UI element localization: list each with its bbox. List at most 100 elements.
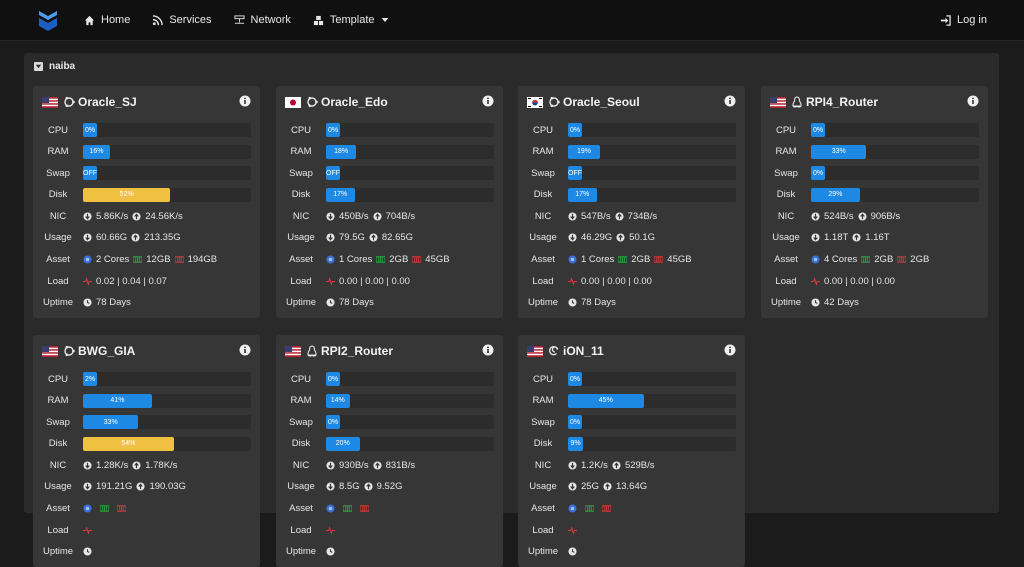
- clock-icon: [83, 298, 92, 307]
- cores-text: 4 Cores: [824, 253, 858, 265]
- uptime-text: 42 Days: [824, 297, 859, 309]
- nic-row: NIC 450B/s 704B/s: [276, 207, 503, 225]
- disk-progress-bar: 17%: [568, 187, 597, 202]
- info-icon[interactable]: [239, 344, 251, 356]
- nic-up-text: 704B/s: [385, 210, 416, 222]
- clock-icon: [811, 298, 820, 307]
- usage-row: Usage 60.66G 213.35G: [33, 229, 260, 247]
- collapse-toggle[interactable]: [34, 62, 43, 71]
- asset-label: Asset: [289, 253, 313, 265]
- flag-us-icon: [770, 96, 786, 108]
- swap-progress-track: OFF: [83, 166, 251, 180]
- uptime-value: 42 Days: [811, 297, 859, 308]
- nav-services[interactable]: Services: [152, 14, 212, 26]
- nic-value: 450B/s 704B/s: [326, 211, 415, 222]
- load-text: 0.00 | 0.00 | 0.00: [339, 275, 410, 287]
- nav-template-label: Template: [329, 14, 375, 26]
- disk-row: Disk 54%: [33, 435, 260, 453]
- ram-progress-bar: 33%: [811, 144, 867, 159]
- nic-up-text: 529B/s: [624, 459, 655, 471]
- login-link[interactable]: Log in: [940, 0, 987, 40]
- nic-label: NIC: [777, 210, 795, 222]
- cpu-progress-bar: 0%: [326, 123, 340, 137]
- group-name: naiba: [49, 61, 76, 72]
- server-card[interactable]: Oracle_Edo CPU 0% RAM 18% Swap OFF Disk 17% NIC 45…: [276, 86, 503, 318]
- info-icon[interactable]: [482, 344, 494, 356]
- usage-down-text: 60.66G: [96, 232, 128, 244]
- cpu-label: CPU: [290, 124, 312, 136]
- info-icon[interactable]: [239, 95, 251, 107]
- ram-percent-text: 41%: [110, 397, 125, 404]
- server-name: Oracle_Edo: [321, 95, 388, 109]
- asset-label: Asset: [774, 253, 798, 265]
- disk-icon: [602, 505, 611, 512]
- info-icon[interactable]: [724, 95, 736, 107]
- logo-icon[interactable]: [38, 10, 58, 32]
- ram-percent-text: 19%: [576, 148, 591, 155]
- asset-row: Asset: [276, 499, 503, 517]
- cpu-icon: [83, 504, 92, 513]
- disk-label: Disk: [533, 189, 553, 200]
- memory-icon: [100, 505, 109, 512]
- linux-icon: [307, 345, 317, 357]
- ram-progress-bar: 45%: [568, 393, 644, 408]
- memory-icon: [133, 256, 143, 263]
- swap-progress-track: OFF: [568, 166, 736, 180]
- server-card[interactable]: BWG_GIA CPU 2% RAM 41% Swap 33% Disk 54% NIC 1.28K…: [33, 335, 260, 567]
- load-text: 0.02 | 0.04 | 0.07: [96, 275, 167, 287]
- server-card[interactable]: RPI2_Router CPU 0% RAM 14% Swap 0% Disk 20% NIC 93…: [276, 335, 503, 567]
- cpu-icon: [568, 504, 577, 513]
- info-icon[interactable]: [724, 344, 736, 356]
- asset-value: 4 Cores 2GB 2GB: [811, 254, 929, 265]
- swap-label: Swap: [289, 167, 313, 179]
- heartbeat-icon: [811, 276, 820, 286]
- disk-progress-track: 9%: [568, 436, 736, 451]
- uptime-label: Uptime: [527, 297, 559, 309]
- mem-text: 2GB: [874, 253, 894, 265]
- cpu-percent-text: 0%: [569, 375, 581, 383]
- usage-down-text: 191.21G: [96, 481, 133, 493]
- uptime-label: Uptime: [527, 546, 559, 558]
- server-card[interactable]: iON_11 CPU 0% RAM 45% Swap 0% Disk 9% NIC 1.2K/s 52…: [518, 335, 745, 567]
- heartbeat-icon: [326, 276, 335, 286]
- disk-row: Disk 20%: [276, 435, 503, 453]
- flag-jp-icon: [285, 96, 301, 108]
- cpu-icon: [326, 504, 335, 513]
- swap-percent-text: 0%: [327, 418, 339, 426]
- swap-percent-text: 0%: [569, 418, 581, 426]
- server-card[interactable]: Oracle_SJ CPU 0% RAM 16% Swap OFF Disk 52% NIC 5.8…: [33, 86, 260, 318]
- uptime-text: 78 Days: [339, 297, 374, 309]
- clock-icon: [568, 547, 577, 556]
- disk-icon: [654, 256, 664, 263]
- load-text: 0.00 | 0.00 | 0.00: [581, 275, 652, 287]
- nav-network-label: Network: [250, 14, 291, 26]
- asset-label: Asset: [531, 502, 555, 514]
- server-card[interactable]: RPI4_Router CPU 0% RAM 33% Swap 0% Disk 29% NIC 52…: [761, 86, 988, 318]
- asset-row: Asset: [518, 499, 745, 517]
- swap-label: Swap: [531, 416, 555, 428]
- flag-us-icon: [42, 96, 58, 108]
- nic-down-text: 1.2K/s: [581, 459, 608, 471]
- asset-label: Asset: [46, 253, 70, 265]
- cpu-icon: [83, 255, 92, 264]
- ram-progress-bar: 14%: [326, 393, 350, 408]
- cpu-percent-text: 0%: [84, 126, 96, 134]
- load-label: Load: [532, 275, 554, 287]
- download-icon: [568, 482, 577, 491]
- nav-home[interactable]: Home: [84, 14, 130, 26]
- uptime-row: Uptime: [518, 543, 745, 561]
- cpu-percent-text: 0%: [569, 126, 581, 134]
- info-icon[interactable]: [482, 95, 494, 107]
- info-icon[interactable]: [967, 95, 979, 107]
- uptime-text: 78 Days: [96, 297, 131, 309]
- usage-down-text: 25G: [581, 481, 599, 493]
- group-header[interactable]: naiba: [34, 61, 75, 72]
- nic-row: NIC 5.86K/s 24.56K/s: [33, 207, 260, 225]
- load-label: Load: [775, 275, 797, 287]
- load-label: Load: [532, 524, 554, 536]
- swap-progress-track: 0%: [326, 415, 494, 429]
- nav-network[interactable]: Network: [233, 14, 291, 26]
- server-card[interactable]: Oracle_Seoul CPU 0% RAM 19% Swap OFF Disk 17% NIC…: [518, 86, 745, 318]
- uptime-row: Uptime 78 Days: [518, 294, 745, 312]
- nav-template[interactable]: Template: [313, 14, 389, 26]
